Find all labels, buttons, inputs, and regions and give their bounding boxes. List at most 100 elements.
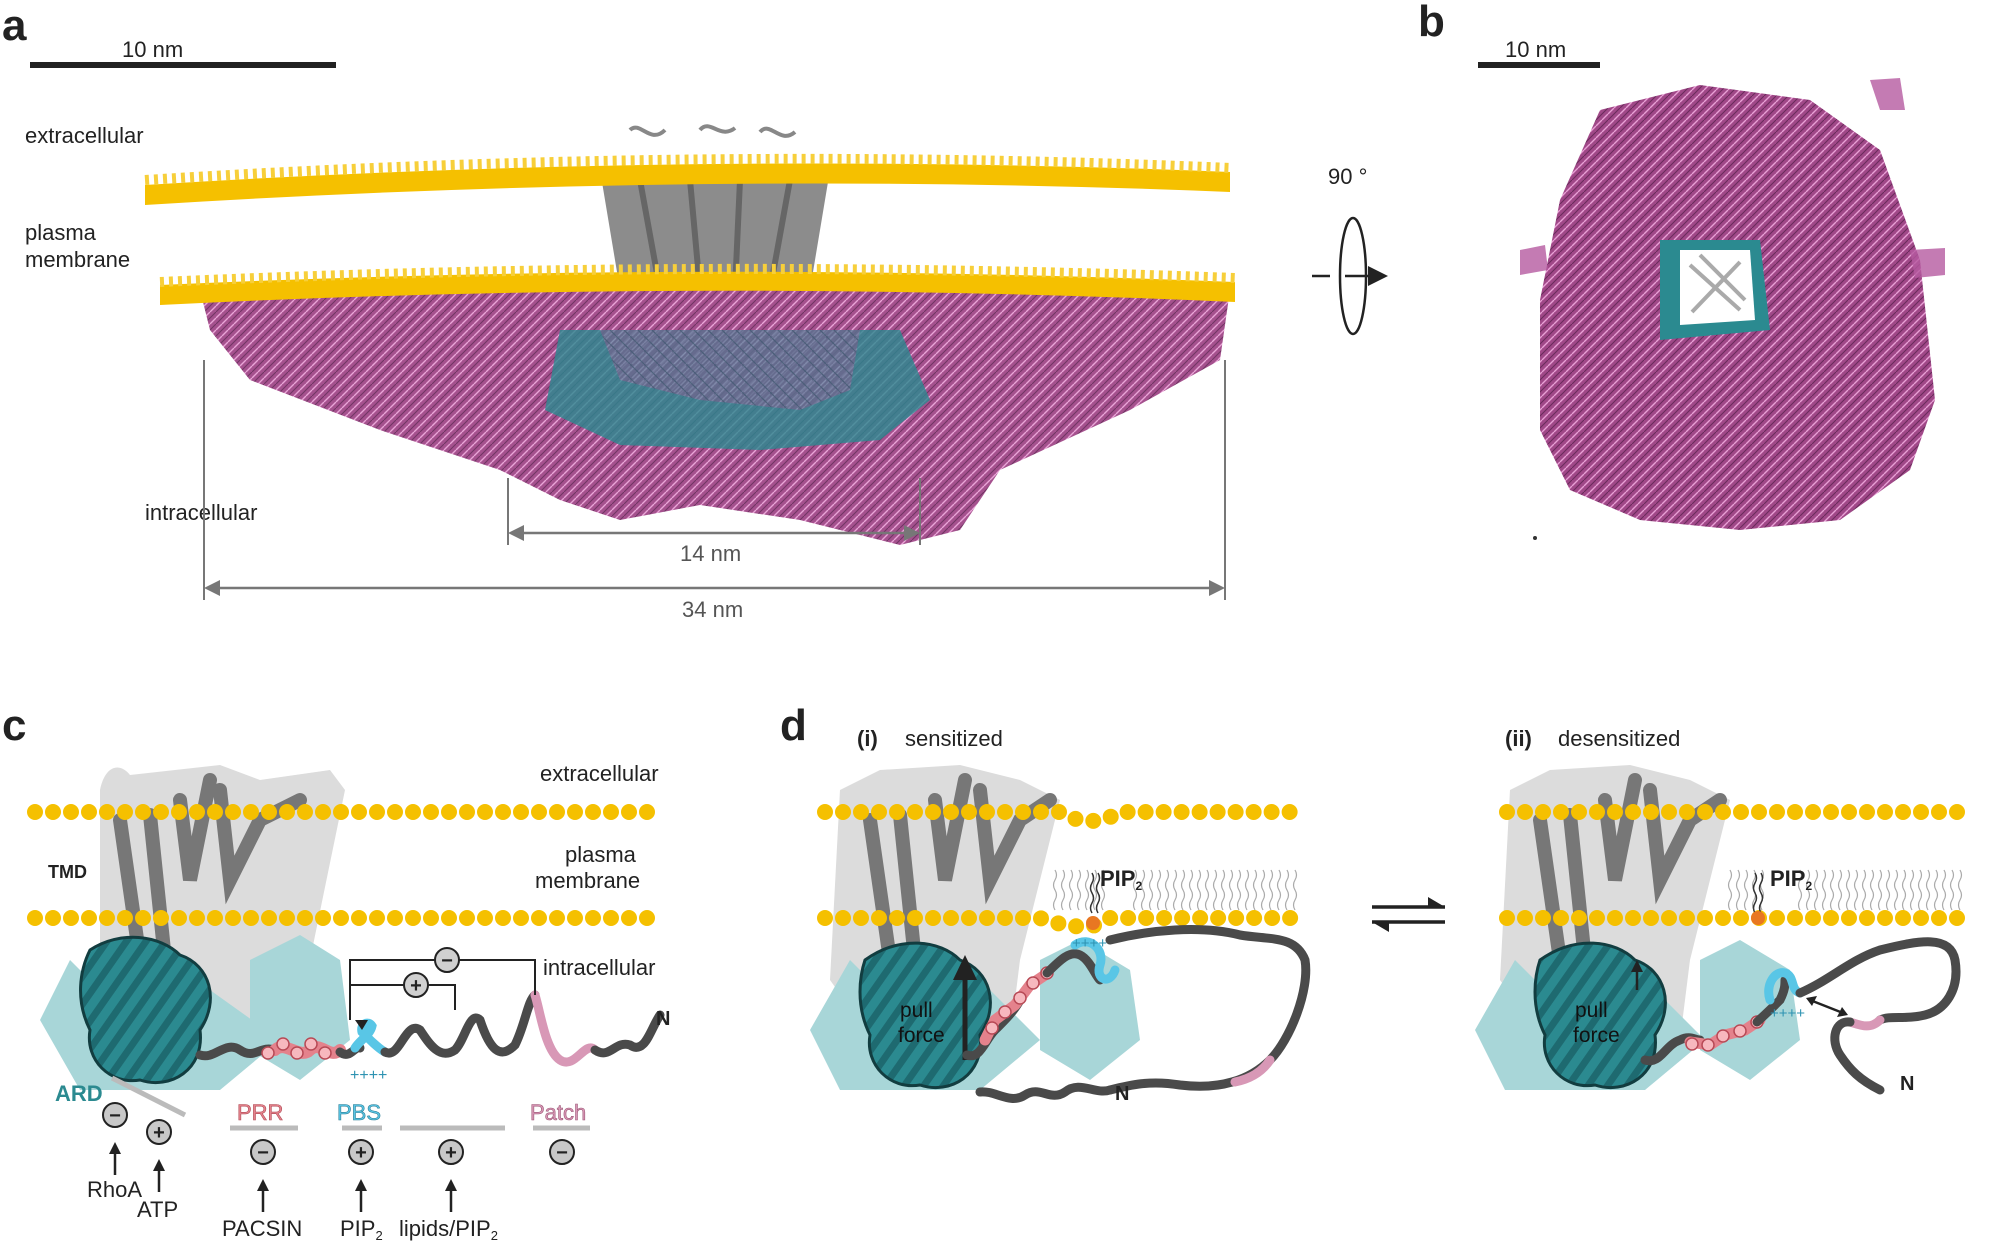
chain-loop-d1 — [1105, 925, 1311, 1095]
ankyrin-texture — [600, 330, 860, 410]
ard-plus-sign: + — [153, 1122, 165, 1144]
feedback-minus-circle — [434, 947, 460, 973]
effector-arrowheads-c — [109, 1142, 457, 1191]
panel-d-letter: d — [780, 701, 807, 750]
panel-c-membrane-label: membrane — [535, 868, 640, 893]
rhoa-label: RhoA — [87, 1177, 142, 1202]
ard-label: ARD — [55, 1081, 103, 1106]
panel-a: a 10 nm extracellular plasma membrane in… — [2, 1, 1388, 622]
pbs-plus-circle — [348, 1139, 374, 1165]
pip2-tail-d1 — [1089, 872, 1095, 914]
ard-minus-circle — [102, 1102, 128, 1128]
panel-c-extracellular-label: extracellular — [540, 761, 659, 786]
ard-domain-d2 — [1533, 941, 1667, 1090]
state2-number: (ii) — [1505, 726, 1532, 751]
rotation-label: 90 ° — [1328, 164, 1367, 189]
panel-a-letter: a — [2, 1, 27, 50]
pip2-label-c: PIP2 — [340, 1216, 383, 1241]
middle-plus-sign: + — [445, 1142, 457, 1164]
state2-label: desensitized — [1558, 726, 1680, 751]
state-sensitized: PIP2 pull force ++++ N — [810, 765, 1311, 1105]
panel-b: b 10 nm — [1418, 0, 1945, 540]
pbs-segment-c — [350, 1018, 390, 1057]
chain-link-d2b — [1752, 975, 1790, 1027]
tmd-label: TMD — [48, 862, 87, 882]
repulsion-arrowheads-d2 — [1806, 996, 1848, 1017]
prr-beads-c — [261, 1037, 332, 1060]
outer-leaflet-texture — [144, 153, 1231, 185]
membrane-outer-d1 — [817, 804, 1303, 829]
tm-loops — [628, 124, 797, 138]
panel-b-letter: b — [1418, 0, 1445, 46]
patch-segment-d2 — [1845, 1015, 1885, 1031]
pbs-segment-d2 — [1764, 968, 1805, 1005]
state1-label: sensitized — [905, 726, 1003, 751]
pbs-charges-d2: ++++ — [1770, 1005, 1805, 1022]
panel-c-letter: c — [2, 701, 26, 750]
panel-c-plasma-label: plasma — [565, 842, 637, 867]
pbs-label: PBS — [337, 1100, 381, 1125]
panel-a-scale-label: 10 nm — [122, 37, 183, 62]
tmd-structure-d1 — [863, 773, 1057, 967]
panel-b-dot — [1533, 536, 1537, 540]
dim-inner-label: 14 nm — [680, 541, 741, 566]
pip2-tail2-d2 — [1758, 872, 1764, 914]
membrane-outer-leaflet — [145, 163, 1230, 205]
pbs-segment-d1 — [1070, 937, 1120, 984]
membrane-inner-leaflet — [160, 271, 1235, 305]
panel-c: c TMD extracellular plasma membrane intr… — [2, 701, 673, 1241]
repulsion-arrow-d2 — [1809, 998, 1844, 1015]
patch-segment-c — [530, 990, 600, 1067]
prr-minus-circle — [250, 1139, 276, 1165]
pip2-label-d2: PIP2 — [1770, 866, 1812, 893]
feedback-plus-circle — [403, 972, 429, 998]
dim-outer-label: 34 nm — [682, 597, 743, 622]
chain-end-d1 — [975, 1082, 1115, 1103]
patch-minus-sign: − — [556, 1142, 568, 1164]
panel-a-membrane-label: membrane — [25, 247, 130, 272]
patch-segment-d1 — [1230, 1055, 1275, 1087]
atp-label: ATP — [137, 1197, 178, 1222]
pip2-head-d2 — [1751, 911, 1765, 925]
force-label-d2: force — [1573, 1024, 1620, 1047]
chain-end-d2 — [1830, 1017, 1885, 1095]
feedback-plus-arrow-icon — [355, 1020, 368, 1030]
pbs-charges-d1: ++++ — [1072, 935, 1107, 952]
membrane-inner-d1 — [817, 910, 1303, 935]
force-label-d1: force — [898, 1024, 945, 1047]
pip2-label-d1: PIP2 — [1100, 866, 1142, 893]
ard-underline — [110, 1075, 187, 1118]
n-terminus-d1: N — [1115, 1083, 1129, 1105]
prr-minus-sign: − — [257, 1142, 269, 1164]
inner-leaflet-texture — [159, 263, 1236, 287]
equilibrium-arrows — [1372, 897, 1445, 932]
pbs-charges-c: ++++ — [350, 1067, 387, 1084]
panel-b-scale-label: 10 nm — [1505, 37, 1566, 62]
pip2-tail2-d1 — [1095, 872, 1101, 914]
prr-label: PRR — [237, 1100, 283, 1125]
ard-domain-c — [79, 935, 212, 1085]
pip2-head-d1 — [1086, 916, 1100, 930]
feedback-plus-sign: + — [410, 975, 422, 997]
ard-plus-circle — [146, 1119, 172, 1145]
panel-a-intracellular-label: intracellular — [145, 500, 258, 525]
chain-end-c — [590, 1010, 665, 1058]
panel-a-plasma-label: plasma — [25, 220, 97, 245]
lipid-tails-d2 — [1727, 869, 1963, 911]
panel-a-extracellular-label: extracellular — [25, 123, 144, 148]
tmd-structure-d2 — [1533, 773, 1727, 967]
ard-minus-sign: − — [109, 1105, 121, 1127]
pip2-tail-d2 — [1752, 872, 1758, 914]
patch-minus-circle — [549, 1139, 575, 1165]
pull-force-arrowhead-d1 — [953, 955, 977, 980]
pull-label-d2: pull — [1575, 999, 1608, 1022]
pull-force-arrowhead-d2 — [1631, 960, 1643, 972]
middle-plus-circle — [438, 1139, 464, 1165]
rotation-arrow-icon — [1368, 266, 1388, 286]
state-desensitized: PIP2 pull force ++++ N — [1475, 765, 1968, 1095]
state1-number: (i) — [857, 726, 878, 751]
patch-label: Patch — [530, 1100, 586, 1125]
pbs-plus-sign: + — [355, 1142, 367, 1164]
pacsin-label: PACSIN — [222, 1216, 302, 1241]
